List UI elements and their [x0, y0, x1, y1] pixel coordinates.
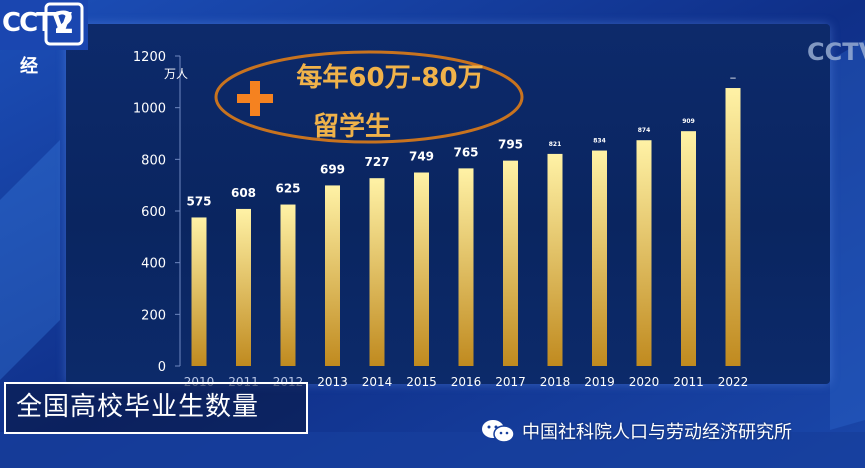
x-tick-label: 2019: [584, 375, 615, 389]
data-label: 575: [186, 194, 211, 208]
channel-number: 2: [53, 6, 75, 41]
wechat-watermark: 中国社科院人口与劳动经济研究所: [480, 418, 792, 444]
bar-2010: [191, 217, 207, 366]
bar-2012: [280, 204, 296, 366]
bar-2019: [592, 150, 607, 366]
bar-2015: [414, 172, 429, 366]
bar-2011: [681, 131, 696, 366]
y-tick-label: 200: [141, 308, 166, 323]
channel-name: 经: [20, 56, 38, 77]
data-label: 909: [682, 118, 695, 125]
data-label: 834: [593, 138, 606, 145]
svg-text:CCTV: CCTV: [807, 38, 865, 66]
data-label: 727: [364, 155, 389, 169]
bar-2022: [725, 88, 741, 367]
data-label: 765: [453, 145, 478, 159]
cctv-logo-text: CCTV: [2, 8, 72, 38]
data-label: 608: [231, 186, 256, 200]
bar-2018: [547, 153, 563, 366]
watermark-text: 中国社科院人口与劳动经济研究所: [522, 422, 792, 443]
bar-2020: [636, 140, 652, 366]
x-tick-label: 2022: [718, 375, 749, 389]
caption-box: 全国高校毕业生数量: [4, 382, 308, 434]
caption-title: 全国高校毕业生数量: [16, 392, 260, 422]
data-label: 874: [638, 127, 651, 134]
y-tick-label: 0: [158, 360, 166, 375]
x-tick-label: 2017: [495, 375, 526, 389]
bar-2017: [503, 160, 518, 366]
bar-2011: [236, 208, 251, 366]
y-tick-label: 400: [141, 257, 166, 272]
data-label: 821: [549, 141, 562, 148]
x-tick-label: 2018: [540, 375, 571, 389]
x-tick-label: 2011: [673, 375, 704, 389]
y-tick-label: 600: [141, 205, 166, 220]
data-label: 699: [320, 162, 345, 176]
bar-2014: [369, 178, 385, 366]
cctv-channel-logo: CCTV 2 经: [0, 0, 90, 77]
x-tick-label: 2014: [362, 375, 393, 389]
y-tick-label: 1000: [133, 102, 166, 117]
x-tick-label: 2020: [629, 375, 660, 389]
data-label: 749: [409, 150, 434, 164]
wechat-icon: [482, 420, 515, 443]
annotation-oval: 每年60万-80万 留学生: [214, 50, 524, 144]
annotation-line2: 留学生: [313, 111, 391, 142]
x-tick-label: 2016: [451, 375, 482, 389]
y-tick-label: 800: [141, 153, 166, 168]
data-label: —: [730, 75, 736, 82]
cctv-corner-logo: CCTV: [805, 30, 865, 70]
bar-2013: [325, 185, 340, 366]
y-tick-label: 1200: [133, 50, 166, 65]
y-axis-unit: 万人: [164, 67, 188, 81]
data-label: 795: [498, 138, 523, 152]
x-tick-label: 2015: [406, 375, 437, 389]
data-label: 625: [275, 182, 300, 196]
annotation-line1: 每年60万-80万: [296, 62, 483, 93]
x-tick-label: 2013: [317, 375, 348, 389]
bar-2016: [458, 168, 474, 366]
